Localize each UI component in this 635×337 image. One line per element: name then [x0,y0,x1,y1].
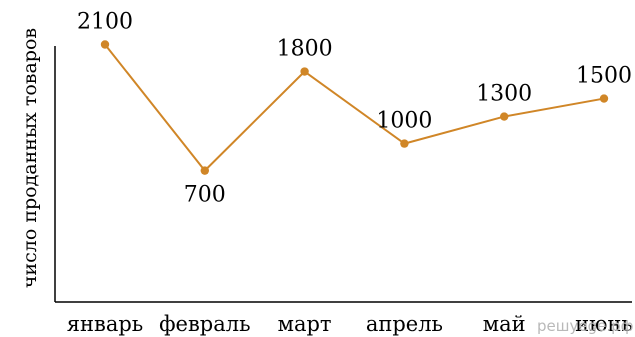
data-point [400,139,409,148]
series-group [100,40,609,175]
watermark-text: решуege.рф [537,317,633,335]
data-label: 2100 [77,9,133,34]
data-label: 700 [184,183,226,208]
axes [54,46,632,303]
data-label: 1800 [277,37,333,62]
x-tick-label: февраль [159,312,250,336]
data-point [599,94,609,103]
data-point [100,40,110,49]
data-label: 1500 [576,64,632,89]
x-tick-label: май [483,312,526,336]
x-tick-label: январь [67,312,143,336]
data-point [300,67,309,76]
x-tick-label: июнь [575,312,633,336]
y-axis-label: число проданных товаров [19,28,41,288]
data-labels-group: 2100 700 1800 1000 1300 1500 [77,9,632,207]
data-point [200,166,209,175]
data-label: 1000 [376,109,432,134]
data-label: 1300 [476,82,532,107]
x-tick-label: апрель [366,312,443,336]
x-tick-label: март [278,312,332,336]
x-tick-labels-group: январь февраль март апрель май июнь [67,312,633,336]
series-line [104,43,605,172]
data-point [500,112,509,121]
